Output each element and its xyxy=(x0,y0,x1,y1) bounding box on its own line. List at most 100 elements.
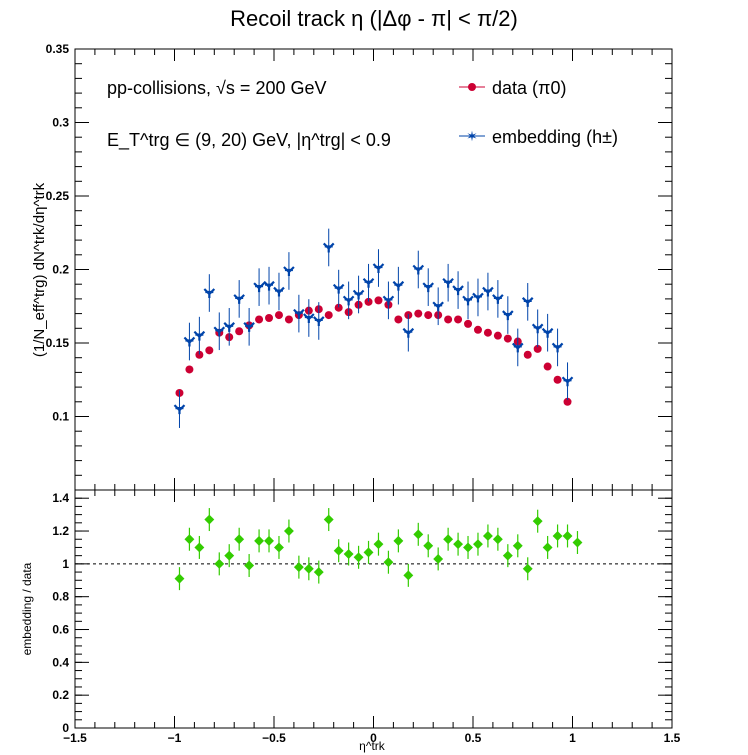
chart-title: Recoil track η (|Δφ - π| < π/2) xyxy=(230,6,518,31)
x-axis-label: η^trk xyxy=(359,739,386,753)
legend-embedding-label: embedding (h±) xyxy=(492,127,618,147)
data-point xyxy=(185,365,194,374)
embedding-point xyxy=(273,286,285,297)
data-point xyxy=(284,315,293,324)
ratio-point xyxy=(443,534,454,545)
ratio-point xyxy=(453,539,464,550)
data-point xyxy=(533,344,542,353)
ratio-point xyxy=(303,563,314,574)
ratio-point xyxy=(184,534,195,545)
ratio-point xyxy=(333,545,344,556)
embedding-point xyxy=(432,301,444,312)
ratio-point xyxy=(204,514,215,525)
ratio-point xyxy=(313,567,324,578)
legend-data-label: data (π0) xyxy=(492,78,566,98)
embedding-point xyxy=(462,295,474,306)
data-point xyxy=(374,296,383,305)
data-point xyxy=(394,315,403,324)
embedding-point xyxy=(203,288,216,299)
bottom-plot-frame xyxy=(74,489,673,729)
ratio-point xyxy=(254,535,265,546)
embedding-point xyxy=(303,313,315,324)
bottom-y-axis-label: embedding / data xyxy=(20,562,34,655)
top-y-tick-label: 0.15 xyxy=(46,336,70,350)
ratio-point xyxy=(552,531,563,541)
data-point xyxy=(205,346,214,355)
embedding-point xyxy=(352,289,365,300)
embedding-point xyxy=(492,294,504,304)
x-tick-label: −0.5 xyxy=(262,731,286,745)
data-point xyxy=(334,303,343,312)
data-point xyxy=(483,328,492,337)
ratio-point xyxy=(482,531,493,541)
data-point xyxy=(454,315,463,324)
legend-data-marker xyxy=(468,83,476,91)
data-point xyxy=(503,334,512,343)
x-tick-label: 1 xyxy=(569,731,576,745)
embedding-point xyxy=(561,376,574,387)
embedding-point xyxy=(442,277,454,288)
embedding-point xyxy=(263,280,275,291)
top-y-tick-label: 0.3 xyxy=(52,116,69,130)
bottom-y-tick-label: 0 xyxy=(62,721,69,735)
x-tick-label: −1 xyxy=(168,731,182,745)
top-axis-ticks: 0.1 0.15 0.2 0.25 0.3 0.35 xyxy=(46,42,673,490)
ratio-point xyxy=(174,573,185,584)
bottom-y-tick-label: 1.2 xyxy=(52,524,69,538)
legend-embedding-marker: ✶ xyxy=(466,128,478,144)
embedding-point xyxy=(223,322,236,332)
data-point xyxy=(324,311,333,320)
ratio-point xyxy=(363,547,374,558)
ratio-point xyxy=(473,539,483,550)
top-y-axis-label: (1/N_eff^trg) dN^trk/dη^trk xyxy=(31,182,48,357)
annotation-collision-info: pp-collisions, √s = 200 GeV xyxy=(107,78,327,98)
data-point xyxy=(444,315,453,324)
embedding-point xyxy=(392,280,405,291)
data-point xyxy=(523,350,532,359)
ratio-point xyxy=(343,549,354,559)
top-y-tick-label: 0.25 xyxy=(46,189,70,203)
bottom-y-tick-label: 0.8 xyxy=(52,590,69,604)
ratio-point xyxy=(244,560,255,571)
embedding-point xyxy=(293,308,305,319)
embedding-point xyxy=(283,266,295,276)
data-point xyxy=(255,315,264,324)
top-y-tick-label: 0.35 xyxy=(46,42,70,56)
embedding-point xyxy=(362,277,375,288)
embedding-point xyxy=(193,330,206,341)
ratio-point xyxy=(224,550,235,561)
ratio-point xyxy=(393,535,404,546)
ratio-point xyxy=(214,558,225,569)
embedding-point xyxy=(322,242,335,253)
data-point xyxy=(493,331,502,340)
embedding-point xyxy=(253,282,265,293)
x-tick-label: 1.5 xyxy=(664,731,681,745)
embedding-point xyxy=(531,323,544,334)
legend: data (π0) ✶ embedding (h±) xyxy=(459,78,618,147)
ratio-point xyxy=(373,539,384,550)
embedding-point xyxy=(342,295,355,306)
embedding-point xyxy=(541,327,554,338)
embedding-point xyxy=(412,264,425,275)
embedding-point xyxy=(213,326,226,337)
data-point xyxy=(473,325,482,334)
bottom-y-tick-label: 0.2 xyxy=(52,688,69,702)
bottom-y-tick-label: 1.4 xyxy=(52,491,69,505)
ratio-point xyxy=(542,542,553,553)
embedding-point xyxy=(521,297,534,307)
embedding-point xyxy=(422,282,435,293)
embedding-point xyxy=(551,342,564,353)
ratio-point xyxy=(492,534,503,545)
data-point xyxy=(414,309,423,318)
embedding-point xyxy=(452,285,464,296)
data-point xyxy=(235,327,244,336)
top-y-tick-label: 0.1 xyxy=(52,410,69,424)
embedding-point xyxy=(502,310,514,321)
series-embedding-h xyxy=(173,228,574,428)
embedding-point xyxy=(402,327,415,338)
embedding-point xyxy=(382,295,395,306)
data-point xyxy=(563,397,572,406)
x-tick-label: 0 xyxy=(370,731,377,745)
embedding-point xyxy=(472,292,484,303)
bottom-y-tick-label: 0.6 xyxy=(52,623,69,637)
